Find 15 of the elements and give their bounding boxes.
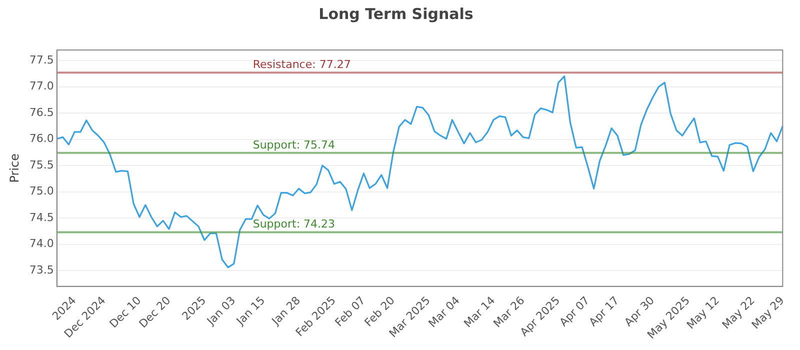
y-tick-label: 74.5: [29, 210, 54, 224]
y-tick-label: 76.5: [29, 106, 54, 119]
y-axis-title: Price: [7, 154, 22, 183]
x-tick-label: Apr 17: [586, 294, 622, 329]
ref-line-label: Resistance: 77.27: [252, 58, 351, 71]
y-tick-label: 75.5: [29, 158, 54, 172]
y-tick-label: 75.0: [29, 184, 54, 198]
ref-line-label: Support: 75.74: [252, 138, 336, 152]
y-tick-label: 74.0: [29, 237, 54, 250]
y-tick-label: 76.0: [29, 132, 54, 146]
chart-title: Long Term Signals: [318, 4, 474, 23]
y-tick-label: 77.0: [29, 80, 54, 93]
y-tick-label: 73.5: [29, 263, 54, 276]
y-tick-label: 77.5: [29, 53, 54, 66]
ref-line-label: Support: 74.23: [252, 218, 336, 231]
